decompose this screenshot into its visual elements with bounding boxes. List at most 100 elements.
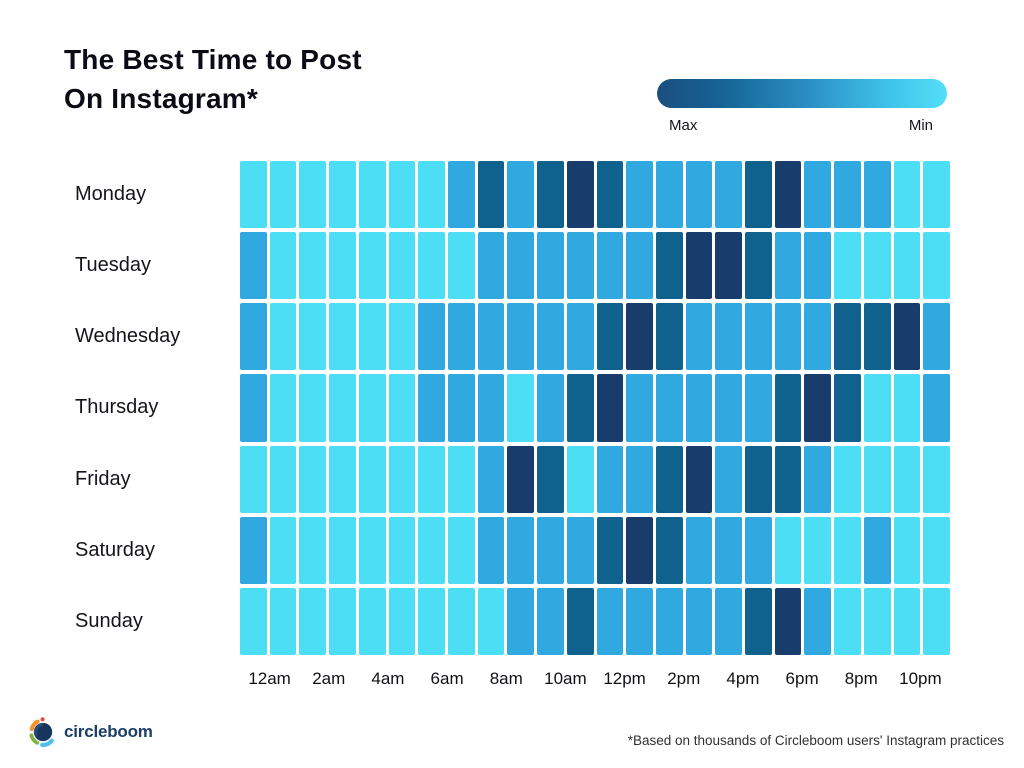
heatmap-cell [863, 374, 891, 442]
heatmap-cell [685, 445, 713, 513]
heatmap-cell [299, 516, 327, 584]
legend-gradient-bar [657, 79, 947, 108]
heatmap-cell [358, 445, 386, 513]
row-label: Wednesday [75, 325, 181, 348]
heatmap-cell [745, 232, 772, 300]
heatmap-cell [715, 232, 743, 300]
heatmap-cell [299, 303, 327, 371]
x-axis-tick-label: 8am [489, 669, 523, 688]
heatmap-cell [655, 161, 683, 229]
heatmap-cell [447, 516, 475, 584]
page-title-line1: The Best Time to Post [64, 44, 362, 75]
heatmap-cell [537, 374, 564, 442]
x-axis-tick-label: 10am [544, 669, 587, 688]
x-axis-tick-label: 2pm [667, 669, 701, 688]
heatmap-cell [566, 587, 594, 655]
heatmap-cell [804, 516, 832, 584]
heatmap-cell [774, 445, 802, 513]
heatmap-cell [329, 232, 356, 300]
heatmap-cell [240, 161, 267, 229]
heatmap-cell [507, 516, 535, 584]
heatmap-cell [655, 516, 683, 584]
legend-max-label: Max [669, 117, 698, 134]
heatmap-cell [299, 161, 327, 229]
heatmap-cell [537, 587, 564, 655]
heatmap-cell [388, 161, 416, 229]
heatmap-cell [834, 587, 861, 655]
heatmap-cell [863, 587, 891, 655]
heatmap-cell [329, 303, 356, 371]
heatmap-cell [447, 374, 475, 442]
heatmap-cell [834, 303, 861, 371]
heatmap-cell [329, 161, 356, 229]
heatmap-cell [715, 445, 743, 513]
heatmap-cell [685, 587, 713, 655]
heatmap-cell [655, 587, 683, 655]
heatmap-cell [537, 161, 564, 229]
heatmap-cell [269, 374, 297, 442]
heatmap-cell [923, 161, 950, 229]
heatmap-cell [299, 587, 327, 655]
circleboom-logo-icon [29, 717, 54, 747]
x-axis-labels: 12am 2am 4am 6am 8am 10am 12pm 2pm 4pm 6pm 8pm 10pm [240, 669, 950, 689]
heatmap-cell [804, 161, 832, 229]
heatmap-cell [329, 445, 356, 513]
heatmap-cell [715, 374, 743, 442]
heatmap-cell [626, 303, 653, 371]
heatmap-cell [358, 374, 386, 442]
heatmap-cell [269, 161, 297, 229]
row-labels: Monday Tuesday Wednesday Thursday Friday Satu… [75, 161, 235, 655]
row-label: Monday [75, 183, 147, 206]
heatmap-cell [893, 161, 921, 229]
heatmap-cell [774, 587, 802, 655]
heatmap-cell [715, 587, 743, 655]
heatmap-cell [596, 161, 624, 229]
heatmap-cell [655, 303, 683, 371]
heatmap-cell [626, 587, 653, 655]
heatmap-cell [566, 161, 594, 229]
row-label: Sunday [75, 609, 143, 632]
heatmap-cell [447, 303, 475, 371]
heatmap-cell [477, 587, 505, 655]
heatmap-cell [596, 516, 624, 584]
heatmap-cell [774, 161, 802, 229]
heatmap-cell [685, 161, 713, 229]
heatmap-cell [834, 374, 861, 442]
heatmap-cell [745, 374, 772, 442]
heatmap-cell [447, 587, 475, 655]
heatmap-cell [804, 445, 832, 513]
heatmap-cell [774, 374, 802, 442]
footnote: *Based on thousands of Circleboom users'… [627, 733, 1004, 748]
heatmap-cell [329, 516, 356, 584]
heatmap-cell [507, 587, 535, 655]
heatmap-cell [358, 516, 386, 584]
heatmap-cell [596, 232, 624, 300]
heatmap-cell [240, 232, 267, 300]
heatmap-cell [240, 303, 267, 371]
heatmap-cell [477, 374, 505, 442]
heatmap-cell [893, 374, 921, 442]
heatmap-cell [418, 161, 445, 229]
heatmap-cell [269, 303, 297, 371]
heatmap-cell [240, 516, 267, 584]
heatmap-cell [745, 516, 772, 584]
heatmap-cell [923, 232, 950, 300]
heatmap-cell [626, 516, 653, 584]
x-axis-tick-label: 10pm [899, 669, 942, 688]
heatmap-cell [745, 161, 772, 229]
heatmap-cell [507, 445, 535, 513]
x-axis-tick-label: 6pm [785, 669, 819, 688]
heatmap-cell [655, 232, 683, 300]
row-label: Tuesday [75, 254, 151, 277]
heatmap-cell [240, 445, 267, 513]
heatmap-cell [418, 374, 445, 442]
heatmap-cell [477, 232, 505, 300]
heatmap-cell [358, 161, 386, 229]
heatmap-cell [566, 445, 594, 513]
heatmap-cell [358, 303, 386, 371]
heatmap-cell [863, 303, 891, 371]
heatmap-cell [566, 374, 594, 442]
brand-name: circleboom [64, 722, 153, 741]
heatmap-cell [537, 232, 564, 300]
heatmap-cell [745, 303, 772, 371]
